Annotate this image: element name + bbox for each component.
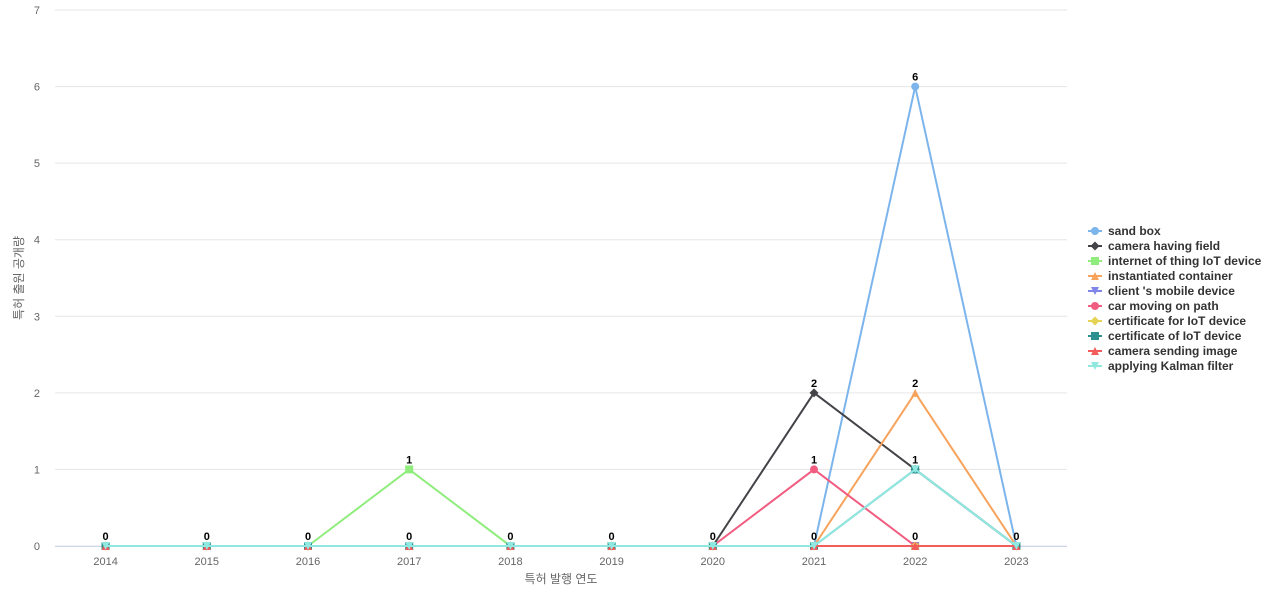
data-label: 1 [406,454,412,466]
legend-label: camera having field [1108,239,1220,253]
legend-marker [1091,287,1099,295]
legend-marker [1091,302,1099,310]
series-lines [101,82,1021,551]
legend-label: internet of thing IoT device [1108,254,1262,268]
data-point [506,542,515,550]
legend-marker [1090,316,1100,326]
data-label: 0 [507,531,513,543]
series-2 [101,465,1021,550]
data-label: 0 [609,531,615,543]
legend-marker [1091,332,1099,340]
series-9 [101,465,1021,550]
legend-item[interactable]: certificate for IoT device [1088,314,1246,328]
y-tick-label: 1 [34,464,40,476]
data-point [202,542,211,550]
legend-item[interactable]: certificate of IoT device [1088,329,1242,343]
series-7 [101,465,1021,550]
data-label: 0 [204,531,210,543]
y-tick-label: 6 [34,82,40,94]
legend-marker [1091,272,1099,280]
data-point [405,542,414,550]
legend-label: instantiated container [1108,269,1233,283]
legend-label: client 's mobile device [1108,284,1235,298]
series-line [104,468,1018,547]
x-tick-label: 2017 [397,556,421,568]
x-tick-label: 2014 [93,556,117,568]
legend-marker [1091,227,1099,235]
y-tick-label: 4 [34,235,40,247]
y-tick-label: 0 [34,541,40,553]
x-tick-label: 2021 [802,556,826,568]
legend-item[interactable]: camera having field [1088,239,1220,253]
data-point [911,465,920,474]
legend-item[interactable]: instantiated container [1088,269,1233,283]
series-line [104,468,1018,547]
x-axis-title: 특허 발행 연도 [525,571,598,586]
x-tick-label: 2022 [903,556,927,568]
data-label: 0 [1013,531,1019,543]
data-label: 1 [811,454,817,466]
legend-item[interactable]: camera sending image [1088,344,1238,358]
legend-marker [1091,257,1099,265]
x-tick-label: 2020 [701,556,725,568]
legend-marker [1091,362,1099,370]
data-point [1012,542,1021,550]
series-5 [101,465,1021,550]
data-label: 0 [406,531,412,543]
series-line [104,468,1018,547]
data-point [810,465,818,474]
data-point [911,82,920,91]
y-tick-label: 2 [34,388,40,400]
data-point [101,542,110,550]
data-label: 2 [811,378,817,390]
legend-label: car moving on path [1108,299,1219,313]
legend-label: camera sending image [1108,344,1238,358]
legend-item[interactable]: car moving on path [1088,299,1219,313]
legend-marker [1090,241,1100,251]
y-axis-title: 특허 출원 공개량 [12,236,26,320]
data-point [304,542,312,550]
data-labels: 0 0 0 0 0 0 0 0 1 0 0 1 2 1 2 6 [103,72,1020,543]
x-tick-label: 2015 [195,556,219,568]
data-label: 0 [103,531,109,543]
data-label: 0 [811,531,817,543]
data-point [809,388,819,398]
y-tick-label: 7 [34,5,40,17]
legend-item[interactable]: client 's mobile device [1088,284,1235,298]
y-tick-label: 5 [34,158,40,170]
data-point [911,542,920,550]
data-point [607,542,616,550]
legend-item[interactable]: sand box [1088,224,1161,238]
data-point [810,542,818,550]
x-tick-label: 2019 [599,556,623,568]
legend-item[interactable]: applying Kalman filter [1088,359,1234,373]
data-point [911,388,920,397]
x-tick-label: 2023 [1004,556,1028,568]
data-label: 0 [305,531,311,543]
series-line [104,468,1018,547]
data-label: 1 [912,454,918,466]
data-point [708,542,717,550]
x-tick-label: 2018 [498,556,522,568]
gridlines [55,9,1067,547]
legend-marker [1091,347,1099,355]
legend-label: sand box [1108,224,1161,238]
legend-label: certificate for IoT device [1108,314,1246,328]
legend-label: certificate of IoT device [1108,329,1242,343]
legend-label: applying Kalman filter [1108,359,1234,373]
data-label: 0 [912,531,918,543]
data-label: 6 [912,72,918,84]
x-tick-label: 2016 [296,556,320,568]
data-label: 2 [912,378,918,390]
data-label: 0 [710,531,716,543]
data-point [405,465,414,474]
legend-item[interactable]: internet of thing IoT device [1088,254,1262,268]
y-tick-label: 3 [34,311,40,323]
